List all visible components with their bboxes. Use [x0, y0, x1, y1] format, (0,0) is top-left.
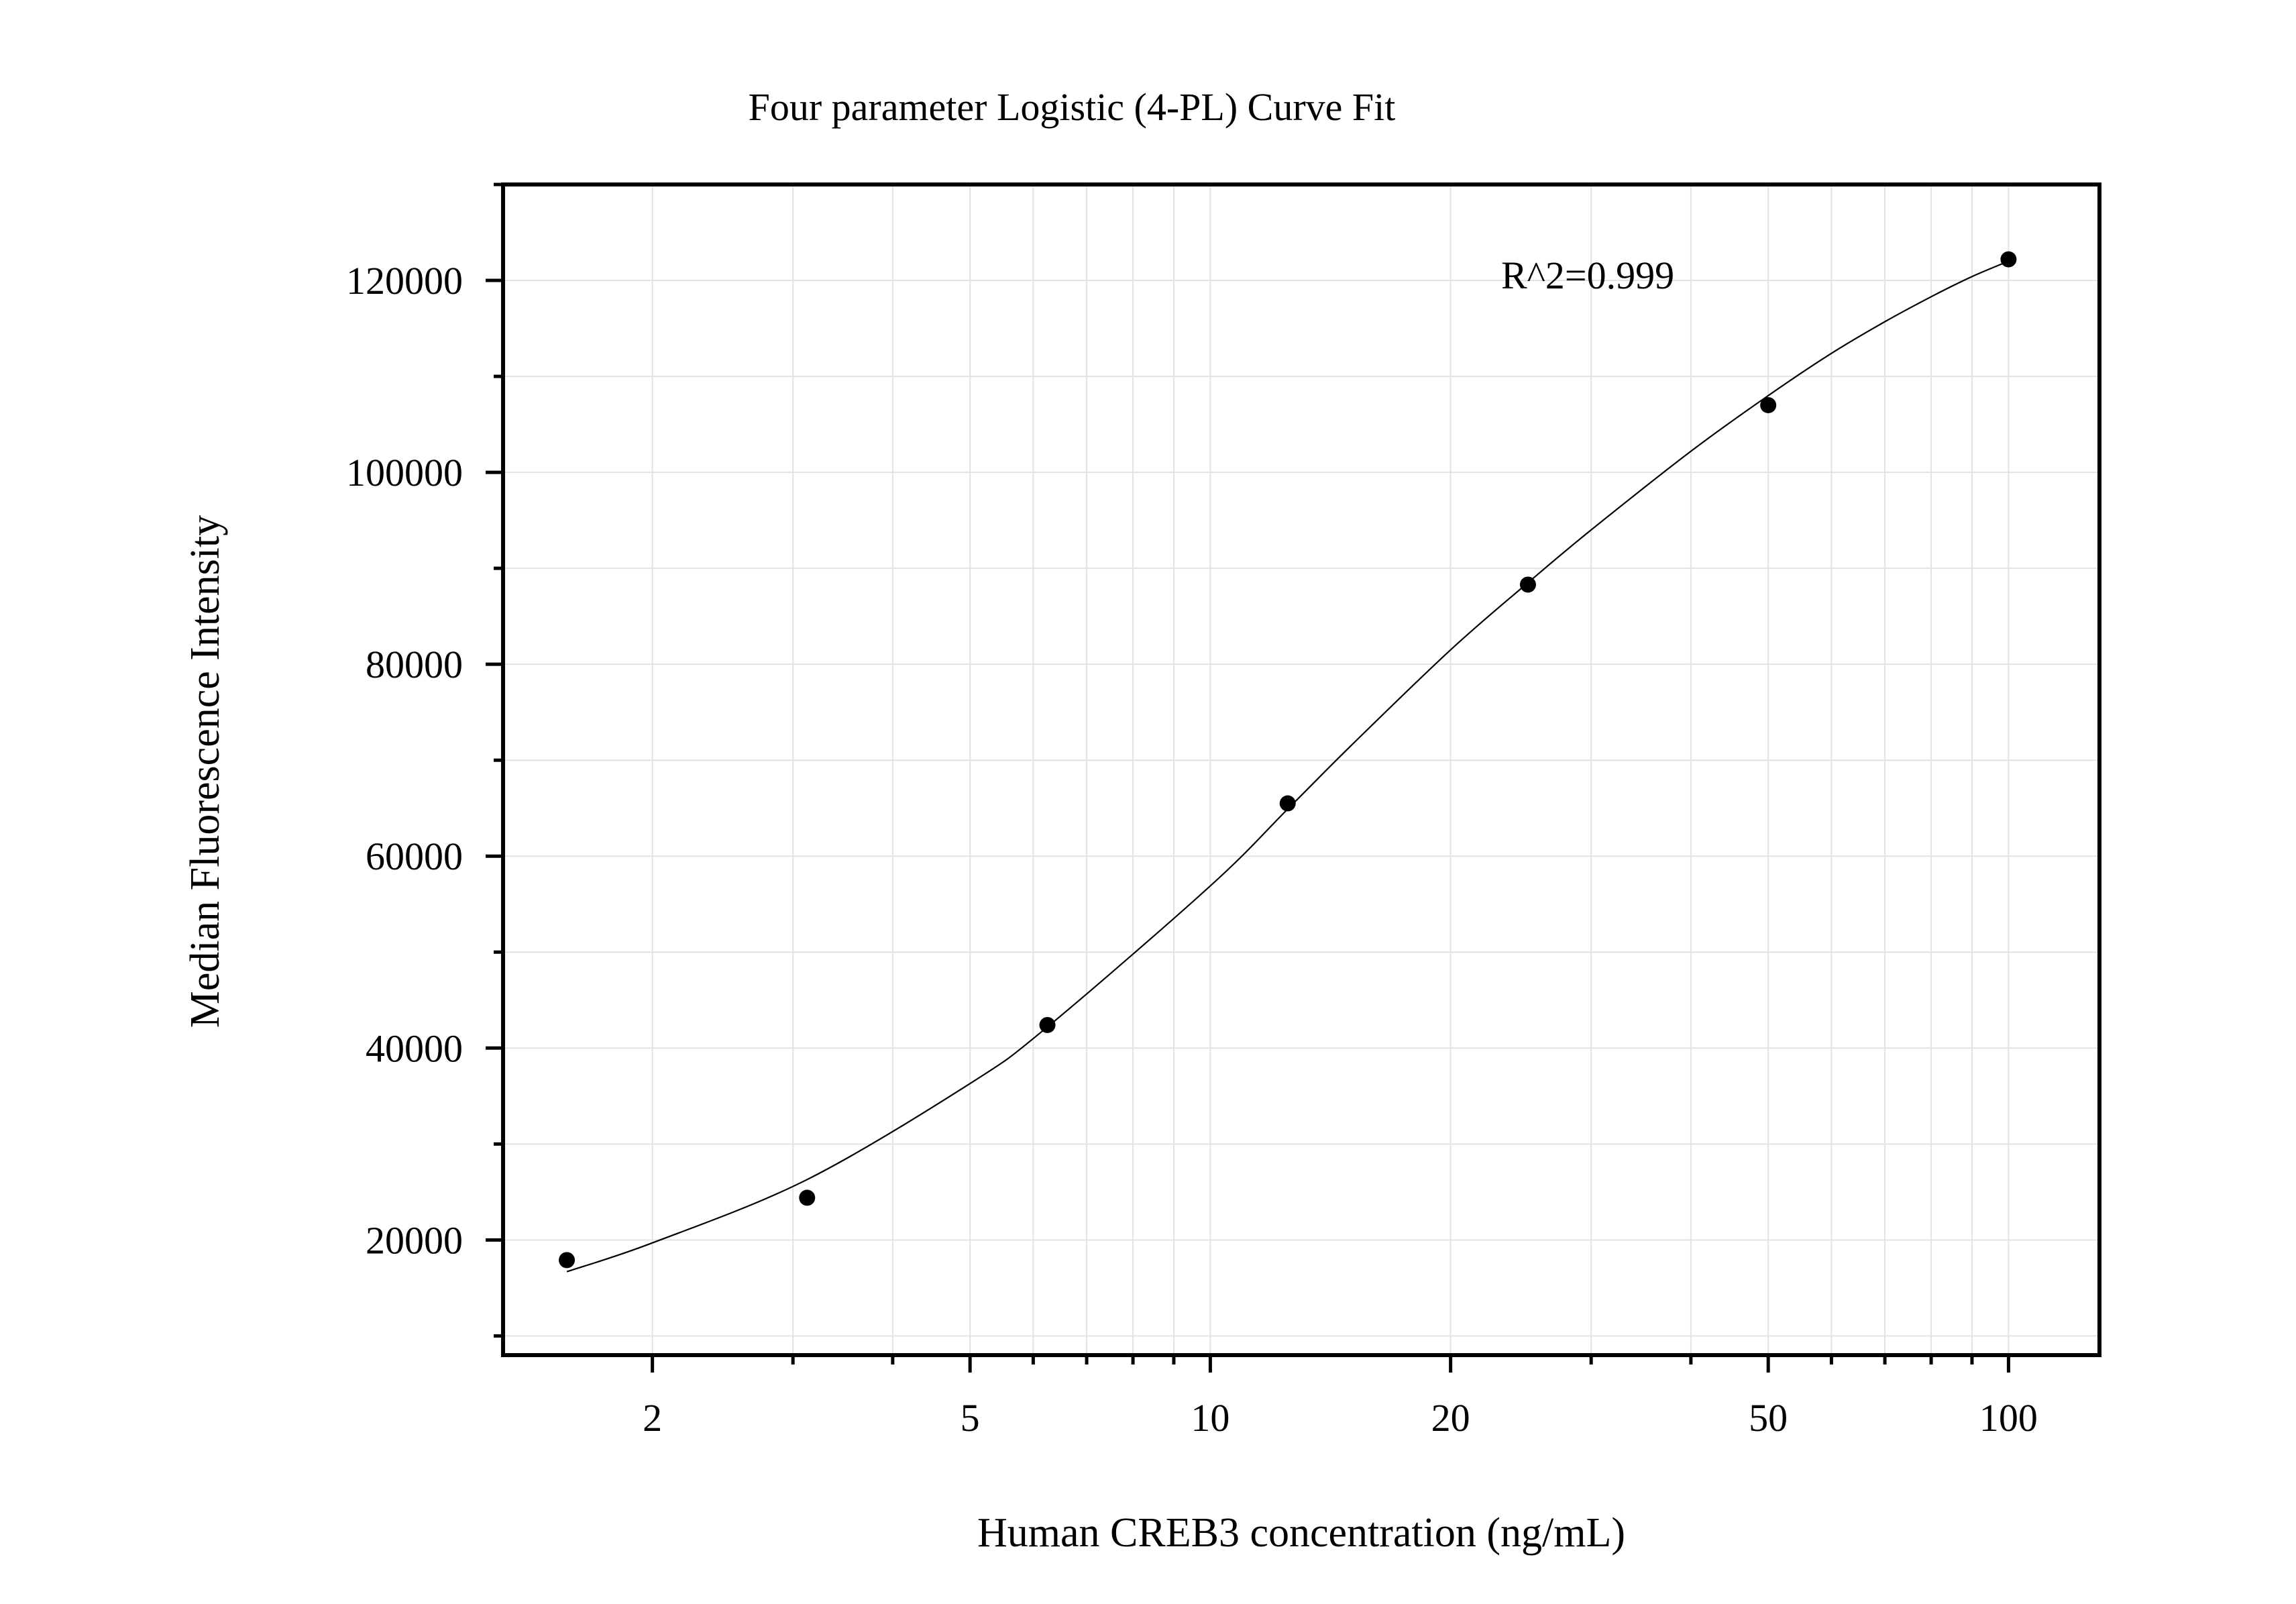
plot-frame: [501, 182, 2101, 1357]
x-tick-labels: 2 5 10 20 50 100: [643, 1396, 2038, 1440]
data-point: [799, 1189, 816, 1206]
y-axis-label: Median Fluorescence Intensity: [182, 515, 228, 1028]
x-tick-label: 5: [961, 1396, 980, 1440]
y-tick-label: 80000: [366, 643, 463, 686]
y-tick-labels: 20000 40000 60000 80000 100000 120000: [346, 259, 463, 1262]
data-point: [1760, 396, 1777, 413]
x-tick-label: 2: [643, 1396, 662, 1440]
x-tick-label: 10: [1191, 1396, 1229, 1440]
data-points: [559, 251, 2017, 1269]
data-point: [559, 1252, 576, 1269]
data-point: [2000, 251, 2017, 268]
y-tick-label: 20000: [366, 1218, 463, 1262]
fit-curve: [566, 260, 2009, 1273]
axis-ticks: [486, 182, 2010, 1373]
x-tick-label: 100: [1979, 1396, 2038, 1440]
r-squared-annotation: R^2=0.999: [1501, 254, 1674, 297]
data-point: [1279, 795, 1296, 812]
y-tick-label: 100000: [346, 451, 463, 494]
y-tick-label: 120000: [346, 259, 463, 303]
grid: [503, 184, 2099, 1355]
chart-title: Four parameter Logistic (4-PL) Curve Fit: [749, 85, 1396, 129]
data-point: [1039, 1016, 1056, 1033]
y-tick-label: 60000: [366, 835, 463, 878]
data-point: [1519, 576, 1536, 593]
y-tick-label: 40000: [366, 1026, 463, 1070]
x-tick-label: 50: [1749, 1396, 1788, 1440]
x-axis-label: Human CREB3 concentration (ng/mL): [977, 1510, 1625, 1556]
x-tick-label: 20: [1431, 1396, 1470, 1440]
